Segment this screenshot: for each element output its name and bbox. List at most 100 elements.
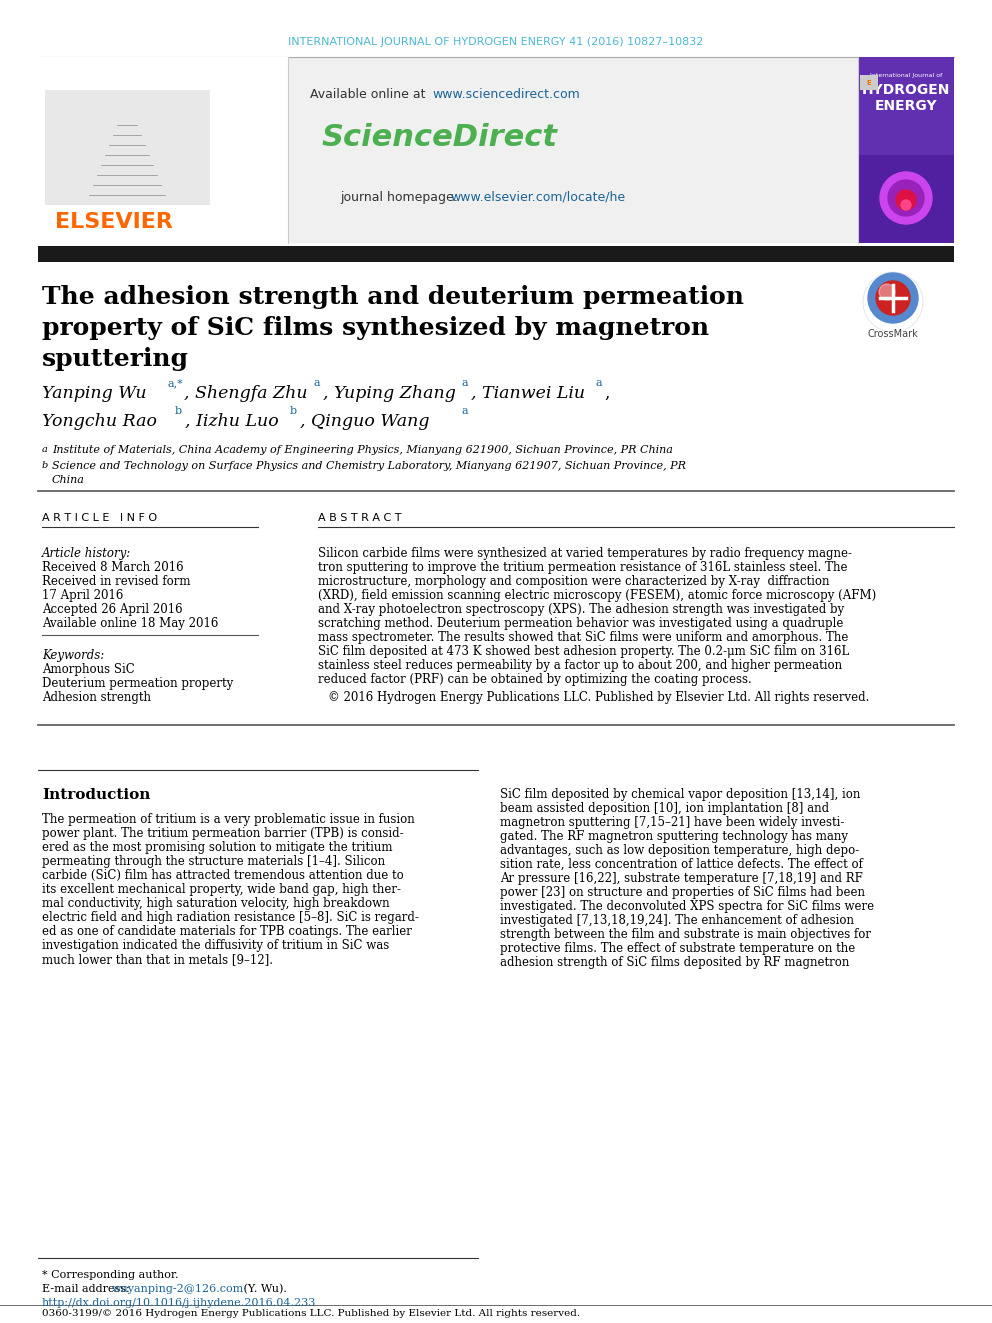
Text: Received 8 March 2016: Received 8 March 2016 (42, 561, 184, 574)
Text: Amorphous SiC: Amorphous SiC (42, 663, 135, 676)
Text: journal homepage:: journal homepage: (340, 191, 462, 204)
Text: much lower than that in metals [9–12].: much lower than that in metals [9–12]. (42, 953, 273, 966)
Text: , Yuping Zhang: , Yuping Zhang (323, 385, 456, 402)
Text: Introduction: Introduction (42, 789, 151, 802)
Text: a: a (462, 378, 468, 388)
Text: Article history:: Article history: (42, 546, 131, 560)
Text: and X-ray photoelectron spectroscopy (XPS). The adhesion strength was investigat: and X-ray photoelectron spectroscopy (XP… (318, 603, 844, 617)
Text: www.elsevier.com/locate/he: www.elsevier.com/locate/he (450, 191, 625, 204)
Text: a,*: a,* (168, 378, 184, 388)
Text: gated. The RF magnetron sputtering technology has many: gated. The RF magnetron sputtering techn… (500, 830, 848, 843)
Circle shape (896, 191, 916, 210)
Text: reduced factor (PRF) can be obtained by optimizing the coating process.: reduced factor (PRF) can be obtained by … (318, 673, 752, 687)
Text: 0360-3199/© 2016 Hydrogen Energy Publications LLC. Published by Elsevier Ltd. Al: 0360-3199/© 2016 Hydrogen Energy Publica… (42, 1308, 580, 1318)
Text: www.sciencedirect.com: www.sciencedirect.com (432, 89, 579, 102)
Text: carbide (SiC) film has attracted tremendous attention due to: carbide (SiC) film has attracted tremend… (42, 869, 404, 882)
Circle shape (901, 200, 911, 210)
Text: ,: , (604, 385, 609, 402)
Text: investigation indicated the diffusivity of tritium in SiC was: investigation indicated the diffusivity … (42, 939, 389, 953)
Text: International Journal of: International Journal of (870, 73, 942, 78)
Text: Yanping Wu: Yanping Wu (42, 385, 147, 402)
Text: advantages, such as low deposition temperature, high depo-: advantages, such as low deposition tempe… (500, 844, 859, 857)
FancyBboxPatch shape (38, 246, 954, 262)
Text: property of SiC films synthesized by magnetron: property of SiC films synthesized by mag… (42, 316, 709, 340)
Text: protective films. The effect of substrate temperature on the: protective films. The effect of substrat… (500, 942, 855, 955)
Text: (XRD), field emission scanning electric microscopy (FESEM), atomic force microsc: (XRD), field emission scanning electric … (318, 589, 876, 602)
Text: , Tianwei Liu: , Tianwei Liu (471, 385, 585, 402)
Text: ScienceDirect: ScienceDirect (322, 123, 558, 152)
Text: power plant. The tritium permeation barrier (TPB) is consid-: power plant. The tritium permeation barr… (42, 827, 404, 840)
Circle shape (888, 180, 924, 216)
Text: China: China (52, 475, 85, 486)
Text: wuyanping-2@126.com: wuyanping-2@126.com (112, 1285, 244, 1294)
Circle shape (880, 172, 932, 224)
Text: SiC film deposited at 473 K showed best adhesion property. The 0.2-μm SiC film o: SiC film deposited at 473 K showed best … (318, 646, 849, 658)
Text: microstructure, morphology and composition were characterized by X-ray  diffract: microstructure, morphology and compositi… (318, 576, 829, 587)
Text: Accepted 26 April 2016: Accepted 26 April 2016 (42, 603, 183, 617)
Text: power [23] on structure and properties of SiC films had been: power [23] on structure and properties o… (500, 886, 865, 900)
Text: electric field and high radiation resistance [5–8]. SiC is regard-: electric field and high radiation resist… (42, 912, 419, 923)
Text: 17 April 2016: 17 April 2016 (42, 589, 123, 602)
FancyBboxPatch shape (38, 57, 288, 243)
Text: , Shengfa Zhu: , Shengfa Zhu (184, 385, 308, 402)
Text: Science and Technology on Surface Physics and Chemistry Laboratory, Mianyang 621: Science and Technology on Surface Physic… (52, 460, 686, 471)
Text: http://dx.doi.org/10.1016/j.ijhydene.2016.04.233: http://dx.doi.org/10.1016/j.ijhydene.201… (42, 1298, 316, 1308)
Text: sputtering: sputtering (42, 347, 189, 370)
Text: * Corresponding author.: * Corresponding author. (42, 1270, 179, 1279)
Text: , Qinguo Wang: , Qinguo Wang (300, 413, 430, 430)
Text: a: a (596, 378, 602, 388)
Text: beam assisted deposition [10], ion implantation [8] and: beam assisted deposition [10], ion impla… (500, 802, 829, 815)
Text: mal conductivity, high saturation velocity, high breakdown: mal conductivity, high saturation veloci… (42, 897, 390, 910)
Text: The permeation of tritium is a very problematic issue in fusion: The permeation of tritium is a very prob… (42, 814, 415, 826)
Text: INTERNATIONAL JOURNAL OF HYDROGEN ENERGY 41 (2016) 10827–10832: INTERNATIONAL JOURNAL OF HYDROGEN ENERGY… (289, 37, 703, 48)
Text: b: b (175, 406, 183, 415)
Text: tron sputtering to improve the tritium permeation resistance of 316L stainless s: tron sputtering to improve the tritium p… (318, 561, 847, 574)
Text: strength between the film and substrate is main objectives for: strength between the film and substrate … (500, 927, 871, 941)
Text: ed as one of candidate materials for TPB coatings. The earlier: ed as one of candidate materials for TPB… (42, 925, 412, 938)
Text: Institute of Materials, China Academy of Engineering Physics, Mianyang 621900, S: Institute of Materials, China Academy of… (52, 445, 673, 455)
Text: Deuterium permeation property: Deuterium permeation property (42, 677, 233, 691)
Text: a: a (313, 378, 319, 388)
Text: sition rate, less concentration of lattice defects. The effect of: sition rate, less concentration of latti… (500, 859, 863, 871)
Text: HYDROGEN: HYDROGEN (862, 83, 950, 97)
Text: ered as the most promising solution to mitigate the tritium: ered as the most promising solution to m… (42, 841, 393, 855)
FancyBboxPatch shape (858, 57, 954, 243)
Text: © 2016 Hydrogen Energy Publications LLC. Published by Elsevier Ltd. All rights r: © 2016 Hydrogen Energy Publications LLC.… (328, 691, 869, 704)
Circle shape (876, 280, 910, 315)
Text: Ar pressure [16,22], substrate temperature [7,18,19] and RF: Ar pressure [16,22], substrate temperatu… (500, 872, 863, 885)
Text: A R T I C L E   I N F O: A R T I C L E I N F O (42, 513, 157, 523)
Text: Received in revised form: Received in revised form (42, 576, 190, 587)
Text: Available online at: Available online at (310, 89, 430, 102)
FancyBboxPatch shape (38, 57, 954, 243)
Text: Yongchu Rao: Yongchu Rao (42, 413, 157, 430)
FancyBboxPatch shape (858, 57, 954, 155)
Circle shape (868, 273, 918, 323)
Text: investigated [7,13,18,19,24]. The enhancement of adhesion: investigated [7,13,18,19,24]. The enhanc… (500, 914, 854, 927)
Text: investigated. The deconvoluted XPS spectra for SiC films were: investigated. The deconvoluted XPS spect… (500, 900, 874, 913)
Text: its excellent mechanical property, wide band gap, high ther-: its excellent mechanical property, wide … (42, 882, 401, 896)
Text: , Iizhu Luo: , Iizhu Luo (185, 413, 279, 430)
Text: b: b (290, 406, 298, 415)
Circle shape (863, 273, 923, 332)
Text: adhesion strength of SiC films deposited by RF magnetron: adhesion strength of SiC films deposited… (500, 957, 849, 968)
Text: Keywords:: Keywords: (42, 650, 104, 662)
Text: magnetron sputtering [7,15–21] have been widely investi-: magnetron sputtering [7,15–21] have been… (500, 816, 844, 830)
Text: A B S T R A C T: A B S T R A C T (318, 513, 402, 523)
Text: SiC film deposited by chemical vapor deposition [13,14], ion: SiC film deposited by chemical vapor dep… (500, 789, 860, 800)
Text: CrossMark: CrossMark (868, 329, 919, 339)
Text: ENERGY: ENERGY (875, 99, 937, 112)
Text: a: a (42, 445, 48, 454)
FancyBboxPatch shape (860, 75, 878, 90)
Text: stainless steel reduces permeability by a factor up to about 200, and higher per: stainless steel reduces permeability by … (318, 659, 842, 672)
Text: Available online 18 May 2016: Available online 18 May 2016 (42, 617, 218, 630)
Text: mass spectrometer. The results showed that SiC films were uniform and amorphous.: mass spectrometer. The results showed th… (318, 631, 848, 644)
Text: E: E (867, 79, 871, 86)
FancyBboxPatch shape (45, 90, 210, 205)
Circle shape (879, 284, 895, 300)
Text: Silicon carbide films were synthesized at varied temperatures by radio frequency: Silicon carbide films were synthesized a… (318, 546, 852, 560)
Text: (Y. Wu).: (Y. Wu). (240, 1285, 287, 1294)
Text: E-mail address:: E-mail address: (42, 1285, 133, 1294)
Text: b: b (42, 460, 49, 470)
Text: permeating through the structure materials [1–4]. Silicon: permeating through the structure materia… (42, 855, 385, 868)
Text: Adhesion strength: Adhesion strength (42, 691, 151, 704)
